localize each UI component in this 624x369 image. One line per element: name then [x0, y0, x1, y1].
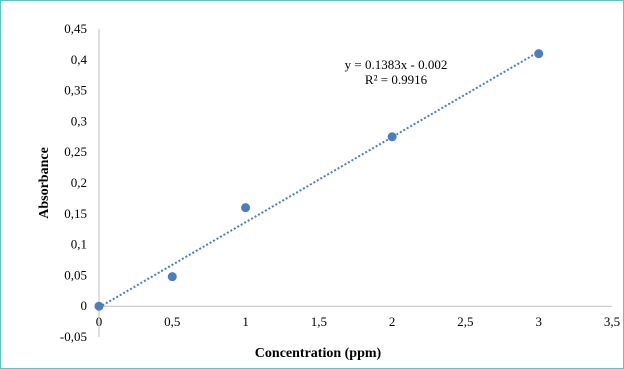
data-point	[387, 132, 397, 142]
y-tick-label: 0,1	[71, 237, 87, 252]
y-axis-title: Absorbance	[37, 147, 52, 219]
y-tick-label: 0,2	[71, 175, 87, 190]
x-tick-label: 2,5	[457, 314, 473, 329]
data-points	[94, 49, 544, 311]
y-tick-label: -0,05	[60, 329, 87, 344]
data-point	[167, 272, 177, 282]
y-axis-ticks: -0,05 0 0,05 0,1 0,15 0,2 0,25 0,3 0,35 0,4 0,45	[60, 21, 88, 344]
y-tick-label: 0,35	[64, 83, 87, 98]
y-tick-label: 0,45	[64, 21, 87, 36]
x-axis-ticks: 00,511,522,533,5	[96, 314, 620, 329]
data-point	[94, 301, 104, 311]
y-tick-label: 0,15	[64, 206, 87, 221]
trendline-equation: y = 0.1383x - 0.002	[345, 57, 448, 72]
x-tick-label: 0,5	[164, 314, 180, 329]
x-axis-title: Concentration (ppm)	[255, 346, 382, 361]
y-tick-label: 0,4	[71, 52, 88, 67]
y-tick-label: 0	[81, 298, 88, 313]
trendline	[98, 50, 540, 309]
x-tick-label: 2	[389, 314, 396, 329]
trendline-r2: R² = 0.9916	[365, 72, 428, 87]
x-tick-label: 3,5	[604, 314, 620, 329]
x-tick-label: 1,5	[311, 314, 327, 329]
y-tick-label: 0,3	[71, 113, 87, 128]
data-point	[534, 49, 544, 59]
x-tick-label: 3	[535, 314, 542, 329]
y-tick-label: 0,05	[64, 267, 87, 282]
data-point	[241, 203, 251, 213]
y-tick-label: 0,25	[64, 144, 87, 159]
x-tick-label: 1	[242, 314, 249, 329]
